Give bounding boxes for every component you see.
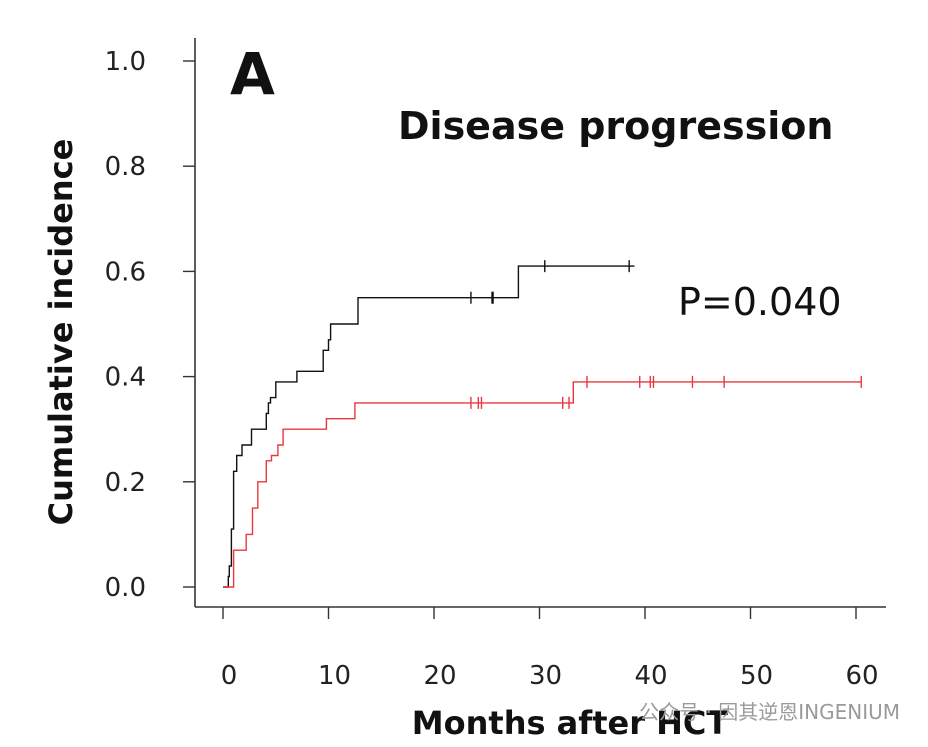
y-tick-label: 0.2: [105, 468, 146, 498]
y-tick-label: 0.0: [105, 573, 146, 603]
y-axis-title: Cumulative incidence: [42, 139, 80, 526]
x-tick-label: 30: [529, 661, 562, 691]
x-tick-label: 40: [634, 661, 667, 691]
watermark: 公众号 · 因其逆恩INGENIUM: [639, 700, 900, 724]
axes: 0 10 20 30 40 50 60 0.0 0.2 0.4 0.6 0.8 1.0: [105, 38, 886, 691]
x-axis-title: Months after HCT: [412, 704, 729, 742]
x-tick-label: 60: [845, 661, 878, 691]
series-layer: [223, 260, 862, 588]
y-tick-label: 1.0: [105, 47, 146, 77]
y-tick-label: 0.6: [105, 257, 146, 287]
x-tick-label: 10: [318, 661, 351, 691]
x-tick-label: 50: [740, 661, 773, 691]
panel-label: A: [230, 40, 275, 108]
x-tick-label: 20: [423, 661, 456, 691]
chart-title: Disease progression: [398, 104, 833, 148]
series-line-1: [223, 265, 635, 588]
series-line-2: [223, 381, 862, 588]
x-tick-label: 0: [221, 661, 238, 691]
y-tick-label: 0.8: [105, 152, 146, 182]
y-tick-label: 0.4: [105, 363, 146, 393]
p-value-annotation: P=0.040: [678, 280, 842, 324]
